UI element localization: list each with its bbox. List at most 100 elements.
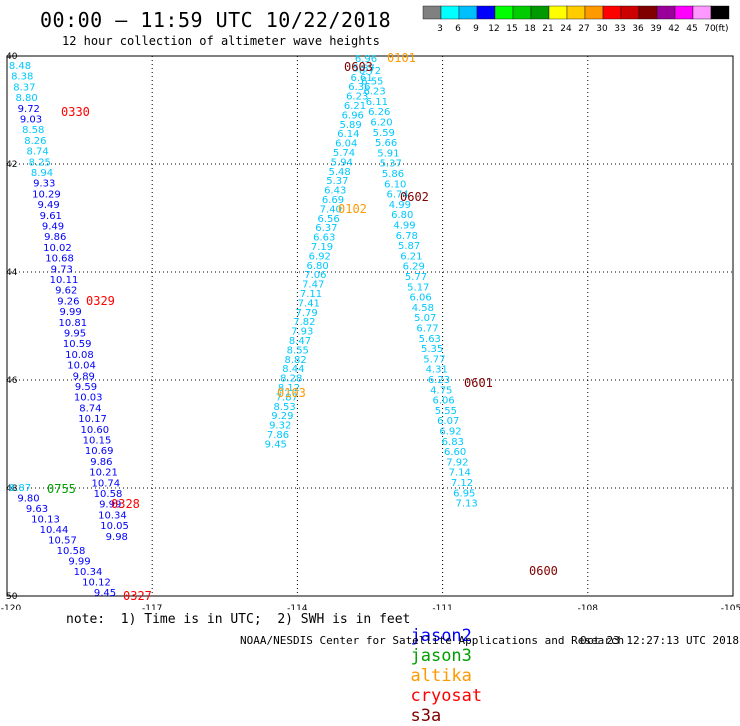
wave-height-value: 6.07: [437, 416, 459, 427]
colorbar-swatch: [710, 5, 730, 20]
wave-height-value: 10.12: [82, 578, 111, 589]
legend-altika: altika: [410, 666, 472, 686]
wave-height-value: 5.66: [375, 138, 397, 149]
wave-height-value: 8.87: [9, 483, 31, 494]
colorbar-tick-label: 36: [632, 24, 644, 34]
wave-height-value: 5.87: [353, 63, 375, 74]
wave-height-value: 4.99: [393, 221, 415, 232]
wave-height-value: 9.29: [271, 411, 293, 422]
lon-tick-label: -114: [287, 604, 308, 610]
wave-height-value: 7.47: [302, 280, 324, 291]
wave-height-value: 8.25: [29, 157, 51, 168]
wave-height-value: 6.92: [309, 251, 331, 262]
wave-height-value: 8.53: [273, 402, 295, 413]
colorbar-tick-label: 45: [686, 24, 697, 34]
wave-height-value: 9.26: [57, 296, 79, 307]
wave-height-value: 7.87: [276, 392, 298, 403]
wave-height-value: 6.56: [317, 214, 339, 225]
wave-height-value: 9.95: [64, 329, 86, 340]
colorbar-tick-label: 30: [596, 24, 608, 34]
pass-time-label: 0101: [387, 51, 416, 65]
wave-height-value: 7.41: [298, 298, 320, 309]
wave-height-value: 9.45: [265, 439, 287, 450]
pass-time-label: 0600: [529, 564, 558, 578]
wave-height-value: 9.32: [269, 421, 291, 432]
wave-height-value: 7.14: [449, 468, 471, 479]
wave-height-value: 7.79: [295, 308, 317, 319]
wave-height-value: 10.11: [50, 275, 79, 286]
lat-tick-label: 48: [6, 484, 18, 494]
pass-time-label: 0328: [111, 497, 140, 511]
footer-credit: NOAA/NESDIS Center for Satellite Applica…: [240, 634, 625, 647]
wave-height-value: 6.61: [350, 73, 372, 84]
wave-height-value: 5.37: [326, 176, 348, 187]
wave-height-value: 7.13: [455, 499, 477, 510]
wave-height-value: 10.15: [83, 436, 112, 447]
wave-height-value: 9.59: [75, 382, 97, 393]
wave-height-value: 9.80: [17, 494, 39, 505]
wave-height-value: 4.75: [430, 385, 452, 396]
wave-height-value: 7.12: [451, 478, 473, 489]
wave-height-value: 5.87: [398, 241, 420, 252]
wave-height-value: 6.69: [322, 195, 344, 206]
pass-time-label: 0329: [86, 294, 115, 308]
wave-height-value: 8.74: [79, 403, 101, 414]
wave-height-value: 6.10: [384, 179, 406, 190]
colorbar-tick-label: 42: [668, 24, 679, 34]
wave-height-value: 10.69: [85, 446, 114, 457]
wave-height-value: 6.23: [346, 92, 368, 103]
colorbar-tick-label: 6: [455, 24, 461, 34]
wave-height-value: 5.63: [419, 334, 441, 345]
wave-height-value: 7.19: [311, 242, 333, 253]
colorbar-tick-label: 27: [578, 24, 589, 34]
lon-tick-label: -120: [1, 604, 22, 610]
wave-height-value: 10.02: [43, 243, 72, 254]
wave-height-value: 9.03: [20, 115, 42, 126]
colorbar-tick-label: 33: [614, 24, 625, 34]
wave-height-value: 6.29: [403, 262, 425, 273]
wave-height-value: 10.81: [58, 318, 87, 329]
wave-height-value: 9.73: [51, 264, 73, 275]
wave-height-value: 6.26: [368, 107, 390, 118]
map-frame: [6, 55, 734, 597]
wave-height-value: 9.99: [68, 557, 90, 568]
wave-height-value: 6.95: [453, 488, 475, 499]
wave-height-value: 8.26: [24, 136, 46, 147]
wave-height-value: 8.82: [284, 355, 306, 366]
colorbar-tick-label: 70: [704, 24, 716, 34]
wave-height-value: 5.07: [414, 313, 436, 324]
wave-height-value: 4.99: [389, 200, 411, 211]
wave-height-value: 6.11: [366, 97, 388, 108]
wave-height-value: 10.29: [32, 189, 61, 200]
wave-height-value: 9.63: [26, 504, 48, 515]
colorbar-tick-label: 12: [488, 24, 499, 34]
colorbar-unit-label: (ft): [715, 24, 729, 34]
wave-height-value: 8.28: [280, 374, 302, 385]
wave-height-value: 6.80: [391, 210, 413, 221]
wave-height-value: 6.36: [348, 82, 370, 93]
wave-height-value: 10.60: [80, 425, 109, 436]
wave-height-value: 5.94: [331, 157, 353, 168]
wave-height-map: -120 -117 -114 -111 -108 -105 40 42 44 46 48 50 8.48…: [1, 51, 740, 610]
wave-height-value: 8.58: [22, 125, 44, 136]
pass-time-label: 0755: [47, 482, 76, 496]
wave-height-value: 10.57: [48, 536, 77, 547]
wave-height-value: 6.78: [396, 231, 418, 242]
wave-height-value: 7.86: [267, 430, 289, 441]
wave-height-value: 10.04: [67, 361, 96, 372]
wave-height-value: 4.31: [426, 365, 448, 376]
wave-height-value: 6.43: [324, 186, 346, 197]
wave-height-value: 8.48: [9, 61, 31, 72]
wave-height-value: 10.58: [57, 546, 86, 557]
wave-height-value: 9.72: [18, 104, 40, 115]
wave-height-value: 5.37: [380, 159, 402, 170]
wave-height-value: 7.11: [300, 289, 322, 300]
lat-tick-label: 40: [6, 52, 18, 62]
wave-height-value: 5.55: [435, 406, 457, 417]
wave-height-value: 5.59: [373, 128, 395, 139]
pass-time-label: 0327: [123, 589, 152, 603]
wave-height-value: 5.48: [328, 167, 350, 178]
wave-height-value: 4.58: [412, 303, 434, 314]
wave-height-value: 10.74: [91, 478, 120, 489]
legend-jason3: jason3: [410, 646, 472, 666]
